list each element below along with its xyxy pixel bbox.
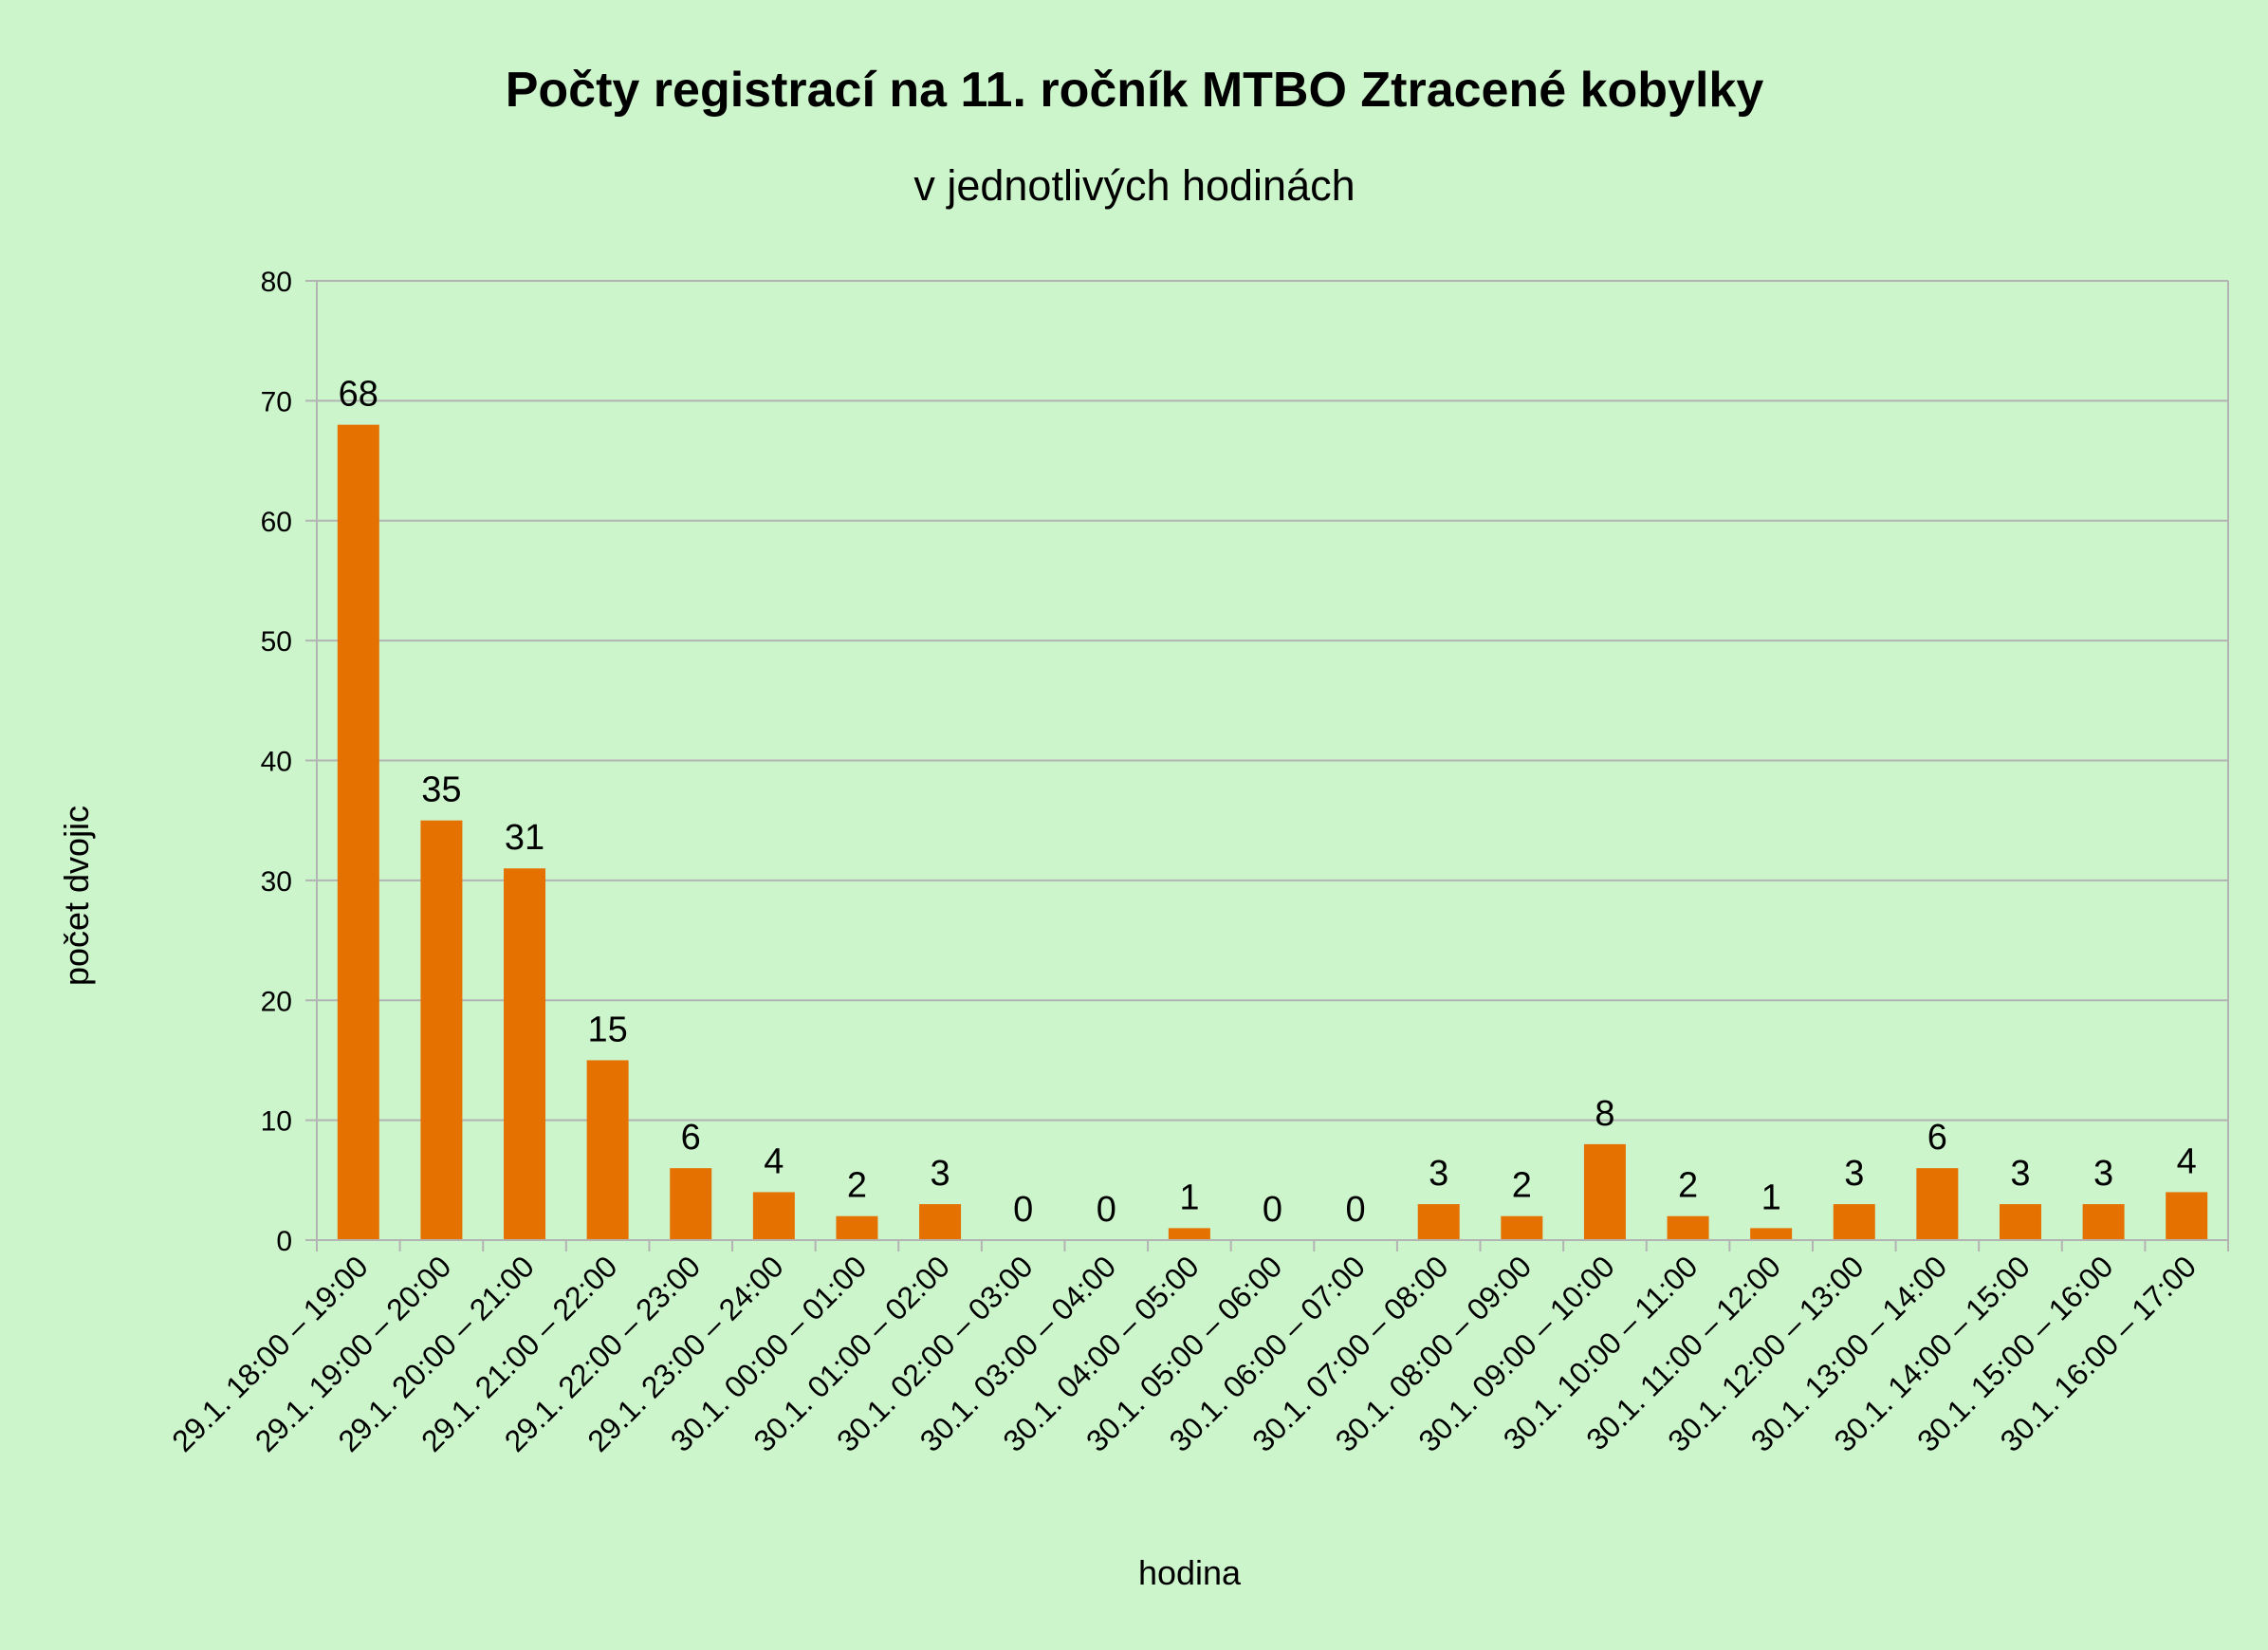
grid (317, 280, 2228, 1122)
y-tick-labels: 0 10 20 30 40 50 60 70 80 (261, 267, 292, 1257)
data-label: 3 (2093, 1154, 2113, 1194)
data-label: 1 (1179, 1177, 1199, 1217)
data-label: 4 (764, 1141, 784, 1181)
bar (1667, 1215, 1709, 1240)
y-tick-label: 50 (261, 626, 292, 658)
data-label: 2 (1678, 1166, 1698, 1206)
bar (504, 868, 546, 1240)
data-label: 0 (1013, 1190, 1033, 1230)
bar (1417, 1204, 1460, 1240)
bar (1583, 1143, 1626, 1240)
data-label: 35 (421, 770, 461, 810)
data-label: 0 (1263, 1190, 1282, 1230)
data-label: 68 (339, 375, 378, 415)
y-tick-label: 80 (261, 267, 292, 298)
data-label: 31 (505, 818, 544, 858)
bar (1916, 1168, 1959, 1240)
data-label: 0 (1097, 1190, 1116, 1230)
data-label: 3 (930, 1154, 950, 1194)
y-tick-label: 40 (261, 747, 292, 778)
y-tick-label: 10 (261, 1106, 292, 1138)
chart-subtitle: v jednotlivých hodinách (913, 161, 1355, 210)
bar (2166, 1192, 2208, 1240)
data-label: 4 (2177, 1141, 2197, 1181)
data-label: 15 (587, 1010, 627, 1049)
bar (420, 820, 463, 1240)
data-label: 1 (1761, 1177, 1781, 1217)
data-label: 0 (1346, 1190, 1366, 1230)
y-tick-label: 30 (261, 866, 292, 898)
data-label: 2 (1512, 1166, 1532, 1206)
bars (337, 424, 2208, 1240)
bar (919, 1204, 962, 1240)
data-labels: 68 35 31 15 6 4 2 3 0 0 1 0 0 3 2 8 2 1 3 6 3 3 4 (339, 375, 2197, 1230)
data-label: 3 (1429, 1154, 1448, 1194)
y-tick-label: 20 (261, 986, 292, 1017)
data-label: 3 (2010, 1154, 2030, 1194)
bar (1999, 1204, 2041, 1240)
y-tick-label: 60 (261, 507, 292, 538)
bar (1750, 1228, 1793, 1240)
bar (337, 424, 379, 1240)
data-label: 6 (1927, 1118, 1947, 1158)
bar (752, 1192, 795, 1240)
data-label: 3 (1844, 1154, 1864, 1194)
axes (305, 280, 2229, 1251)
bar (1168, 1228, 1210, 1240)
x-axis-title: hodina (1138, 1553, 1242, 1592)
bar (1501, 1215, 1543, 1240)
bar (670, 1168, 712, 1240)
data-label: 6 (681, 1118, 701, 1158)
bar (836, 1215, 878, 1240)
bar (1833, 1204, 1875, 1240)
y-tick-label: 0 (276, 1226, 292, 1257)
bar (2082, 1204, 2125, 1240)
bar (586, 1060, 629, 1240)
chart-title: Počty registrací na 11. ročník MTBO Ztra… (506, 63, 1764, 118)
y-tick-label: 70 (261, 386, 292, 417)
data-label: 2 (847, 1166, 867, 1206)
data-label: 8 (1595, 1094, 1614, 1134)
y-axis-title: počet dvojic (57, 806, 96, 986)
